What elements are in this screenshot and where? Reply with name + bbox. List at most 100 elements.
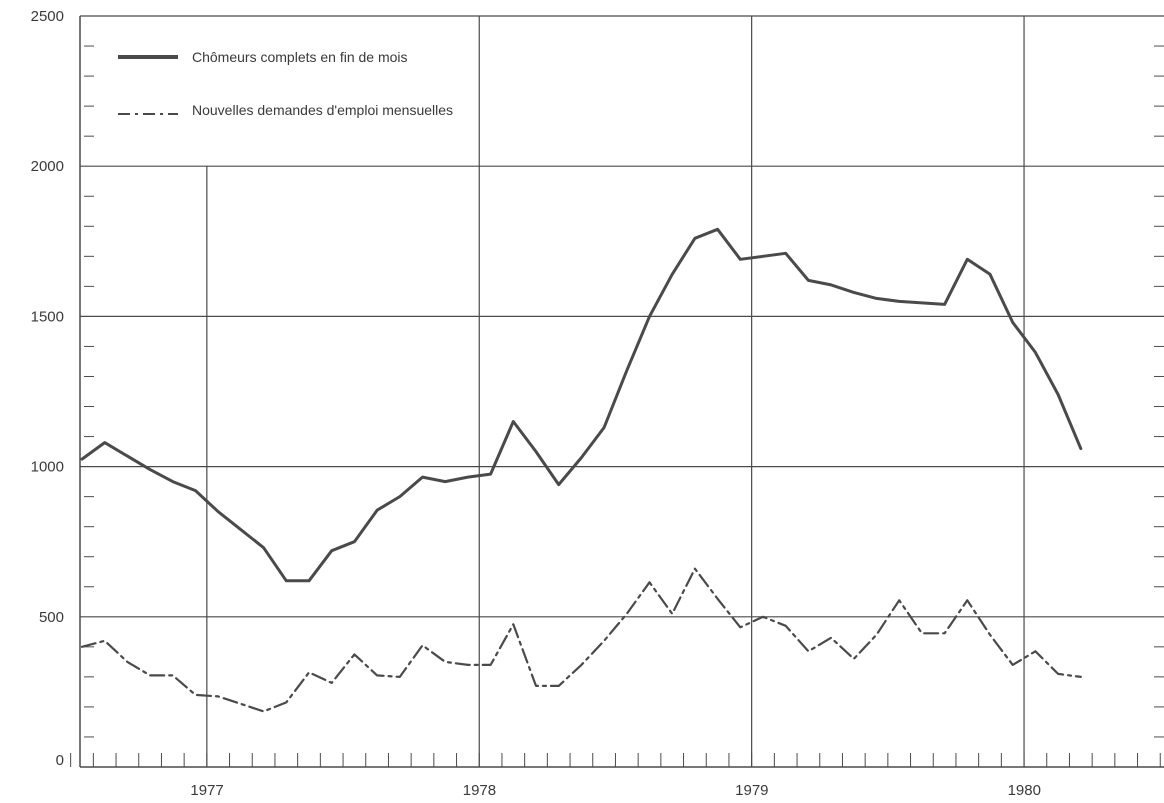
y-tick-label-0: 0 bbox=[56, 752, 64, 769]
data-point-s1 bbox=[285, 701, 287, 703]
data-point-s1 bbox=[1012, 664, 1014, 666]
data-point-s0 bbox=[308, 580, 310, 582]
data-point-s1 bbox=[331, 682, 333, 684]
data-point-s1 bbox=[648, 581, 650, 583]
data-point-s0 bbox=[353, 541, 355, 543]
data-point-s1 bbox=[603, 640, 605, 642]
series-line-nouvelles-demandes bbox=[80, 567, 1082, 713]
data-point-s1 bbox=[421, 644, 423, 646]
data-point-s1 bbox=[762, 616, 764, 618]
series-line-chomeurs-complets bbox=[80, 227, 1083, 583]
data-point-s0 bbox=[126, 455, 128, 457]
legend-label-dashdot: Nouvelles demandes d'emploi mensuelles bbox=[192, 102, 453, 118]
x-tick-label-1980: 1980 bbox=[1008, 782, 1041, 799]
data-point-s1 bbox=[1080, 676, 1082, 678]
x-tick-label-1977: 1977 bbox=[190, 782, 223, 799]
data-point-s0 bbox=[1080, 447, 1082, 449]
data-point-s0 bbox=[194, 489, 196, 491]
data-point-s1 bbox=[399, 676, 401, 678]
data-point-s0 bbox=[1012, 321, 1014, 323]
y-tick-label-500: 500 bbox=[39, 609, 64, 626]
data-point-s1 bbox=[671, 613, 673, 615]
data-point-s1 bbox=[580, 664, 582, 666]
y-tick-label-1000: 1000 bbox=[31, 459, 64, 476]
data-point-s0 bbox=[830, 284, 832, 286]
data-point-s0 bbox=[172, 480, 174, 482]
data-point-s1 bbox=[875, 634, 877, 636]
data-point-s1 bbox=[830, 637, 832, 639]
data-point-s0 bbox=[603, 426, 605, 428]
y-tick-label-1500: 1500 bbox=[31, 308, 64, 325]
data-point-s1 bbox=[739, 626, 741, 628]
data-point-s0 bbox=[535, 450, 537, 452]
data-point-s1 bbox=[626, 613, 628, 615]
data-point-s0 bbox=[376, 509, 378, 511]
data-point-s0 bbox=[399, 495, 401, 497]
data-point-s1 bbox=[489, 664, 491, 666]
data-point-s0 bbox=[489, 473, 491, 475]
data-point-s1 bbox=[217, 695, 219, 697]
data-point-s0 bbox=[785, 252, 787, 254]
data-point-s0 bbox=[853, 291, 855, 293]
data-point-s1 bbox=[308, 671, 310, 673]
data-point-s0 bbox=[943, 303, 945, 305]
data-point-s0 bbox=[580, 456, 582, 458]
y-tick-label-2000: 2000 bbox=[31, 158, 64, 175]
series-layer bbox=[80, 227, 1083, 713]
data-point-s0 bbox=[558, 483, 560, 485]
x-tick-label-1978: 1978 bbox=[463, 782, 496, 799]
data-point-s1 bbox=[535, 685, 537, 687]
data-point-s0 bbox=[807, 279, 809, 281]
data-point-s1 bbox=[785, 625, 787, 627]
legend: Chômeurs complets en fin de mois Nouvell… bbox=[118, 49, 453, 118]
data-point-s0 bbox=[240, 528, 242, 530]
data-point-s1 bbox=[149, 674, 151, 676]
minor-tick-layer bbox=[70, 45, 1164, 767]
data-point-s1 bbox=[807, 650, 809, 652]
data-point-s0 bbox=[421, 476, 423, 478]
data-point-s0 bbox=[762, 255, 764, 257]
data-point-s1 bbox=[194, 694, 196, 696]
data-point-s0 bbox=[217, 510, 219, 512]
data-point-s0 bbox=[512, 420, 514, 422]
data-point-s1 bbox=[853, 658, 855, 660]
data-point-s0 bbox=[898, 300, 900, 302]
data-point-s0 bbox=[331, 550, 333, 552]
data-point-s1 bbox=[694, 568, 696, 570]
data-point-s1 bbox=[921, 632, 923, 634]
data-point-s1 bbox=[943, 632, 945, 634]
legend-label-solid: Chômeurs complets en fin de mois bbox=[192, 49, 408, 65]
data-point-s0 bbox=[104, 441, 106, 443]
data-point-s0 bbox=[1034, 351, 1036, 353]
data-point-s0 bbox=[875, 297, 877, 299]
y-tick-label-2500: 2500 bbox=[31, 8, 64, 25]
data-point-s0 bbox=[81, 458, 83, 460]
grid-layer bbox=[79, 15, 1164, 768]
data-point-s0 bbox=[694, 237, 696, 239]
data-point-s0 bbox=[739, 258, 741, 260]
data-point-s0 bbox=[262, 547, 264, 549]
data-point-s1 bbox=[467, 664, 469, 666]
data-point-s0 bbox=[1057, 393, 1059, 395]
data-point-s1 bbox=[81, 646, 83, 648]
data-point-s0 bbox=[716, 228, 718, 230]
data-point-s0 bbox=[467, 476, 469, 478]
data-point-s0 bbox=[989, 273, 991, 275]
data-point-s0 bbox=[648, 315, 650, 317]
data-point-s0 bbox=[626, 369, 628, 371]
data-point-s1 bbox=[126, 661, 128, 663]
data-point-s1 bbox=[1057, 673, 1059, 675]
data-point-s1 bbox=[966, 599, 968, 601]
data-point-s1 bbox=[1034, 650, 1036, 652]
data-point-s1 bbox=[512, 623, 514, 625]
data-point-s0 bbox=[285, 580, 287, 582]
data-point-s1 bbox=[240, 703, 242, 705]
data-point-s1 bbox=[262, 710, 264, 712]
data-point-s1 bbox=[104, 640, 106, 642]
data-point-s1 bbox=[172, 674, 174, 676]
data-point-s0 bbox=[149, 468, 151, 470]
data-point-s1 bbox=[989, 634, 991, 636]
data-point-s0 bbox=[966, 258, 968, 260]
x-tick-label-1979: 1979 bbox=[735, 782, 768, 799]
